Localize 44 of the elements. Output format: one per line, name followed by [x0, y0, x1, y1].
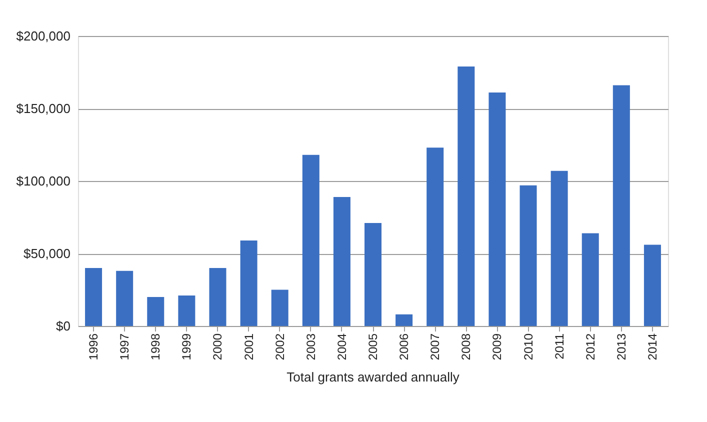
bar: [458, 66, 475, 326]
bar: [612, 85, 630, 326]
x-tick-label: 2002: [272, 333, 287, 360]
x-tick-label: 1999: [180, 333, 194, 360]
x-tick-label: 2012: [583, 333, 598, 360]
x-tick-label: 2008: [459, 333, 474, 360]
bar: [488, 92, 506, 326]
y-tick-label: $50,000: [24, 246, 70, 261]
text: Total grants awarded annually: [286, 370, 460, 385]
y-tick-label: $150,000: [16, 101, 70, 116]
x-tick-label: 2014: [645, 333, 660, 360]
bar: [364, 223, 382, 326]
bar: [396, 314, 413, 326]
x-tick-label: 1998: [148, 333, 163, 360]
bar: [302, 154, 320, 326]
y-tick-label: $100,000: [16, 174, 70, 188]
x-tick-label: 1997: [118, 333, 132, 360]
bar: [333, 196, 350, 326]
x-tick-label: 2011: [552, 333, 566, 360]
bar: [520, 185, 537, 326]
bar: [147, 297, 164, 326]
bar: [550, 170, 568, 326]
x-tick-label: 2013: [614, 333, 628, 360]
bar: [85, 268, 102, 326]
bar: [644, 244, 661, 326]
x-tick-label: 1996: [86, 333, 101, 360]
bar: [426, 148, 444, 326]
x-tick-label: 2009: [490, 333, 504, 360]
x-tick-label: 2010: [521, 333, 536, 360]
bar: [178, 296, 196, 326]
bar: [240, 240, 258, 326]
bar: [582, 233, 599, 326]
x-tick-label: 2003: [304, 333, 318, 360]
x-tick-label: 2001: [242, 333, 256, 360]
x-tick-label: 2005: [366, 333, 380, 360]
y-tick-label: $200,000: [16, 28, 70, 44]
x-tick-label: 2007: [428, 333, 442, 360]
x-tick-label: 2004: [334, 333, 349, 360]
y-tick-label: $0: [56, 318, 70, 334]
x-tick-label: 2000: [210, 333, 225, 360]
bar: [116, 270, 134, 326]
x-tick-label: 2006: [397, 333, 412, 360]
bar: [209, 268, 226, 326]
bar: [271, 290, 288, 326]
